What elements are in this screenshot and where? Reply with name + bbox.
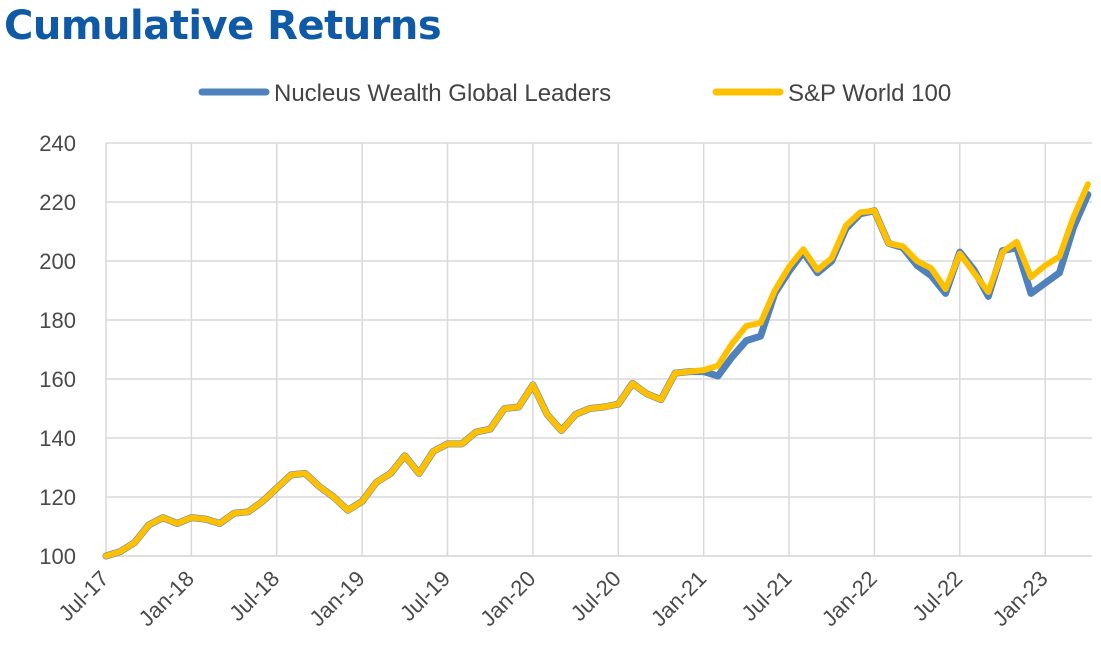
- x-tick-label: Jul-17: [53, 566, 113, 626]
- x-tick-label: Jan-18: [134, 566, 199, 631]
- page-title: Cumulative Returns: [4, 3, 442, 49]
- y-tick-label: 240: [39, 131, 76, 156]
- x-tick-label: Jan-23: [987, 566, 1052, 631]
- y-tick-label: 140: [39, 426, 76, 451]
- series-line-1: [102, 191, 1092, 560]
- legend-label-1: Nucleus Wealth Global Leaders: [274, 80, 611, 107]
- chart-axes: 100 120 140 160 180 200 220 240 Jul-17 Jan-18 Jul-…: [39, 131, 1092, 631]
- y-tick-label: 100: [39, 544, 76, 569]
- x-tick-label: Jan-20: [475, 566, 540, 631]
- x-tick-label: Jul-22: [907, 566, 967, 626]
- x-tick-label: Jul-20: [566, 566, 626, 626]
- y-tick-label: 200: [39, 249, 76, 274]
- x-tick-label: Jan-21: [646, 566, 711, 631]
- y-tick-label: 220: [39, 190, 76, 215]
- legend-label-2: S&P World 100: [788, 80, 951, 107]
- chart-series: [102, 181, 1092, 560]
- y-tick-label: 180: [39, 308, 76, 333]
- chart-legend: Nucleus Wealth Global Leaders S&P World 1…: [198, 80, 951, 107]
- x-tick-label: Jul-21: [737, 566, 797, 626]
- x-tick-label: Jan-22: [817, 566, 882, 631]
- y-tick-label: 120: [39, 485, 76, 510]
- series-line-2: [103, 181, 1091, 559]
- y-tick-label: 160: [39, 367, 76, 392]
- x-tick-label: Jul-19: [395, 566, 455, 626]
- x-tick-label: Jan-19: [304, 566, 369, 631]
- chart-grid: [106, 142, 1092, 557]
- x-tick-label: Jul-18: [224, 566, 284, 626]
